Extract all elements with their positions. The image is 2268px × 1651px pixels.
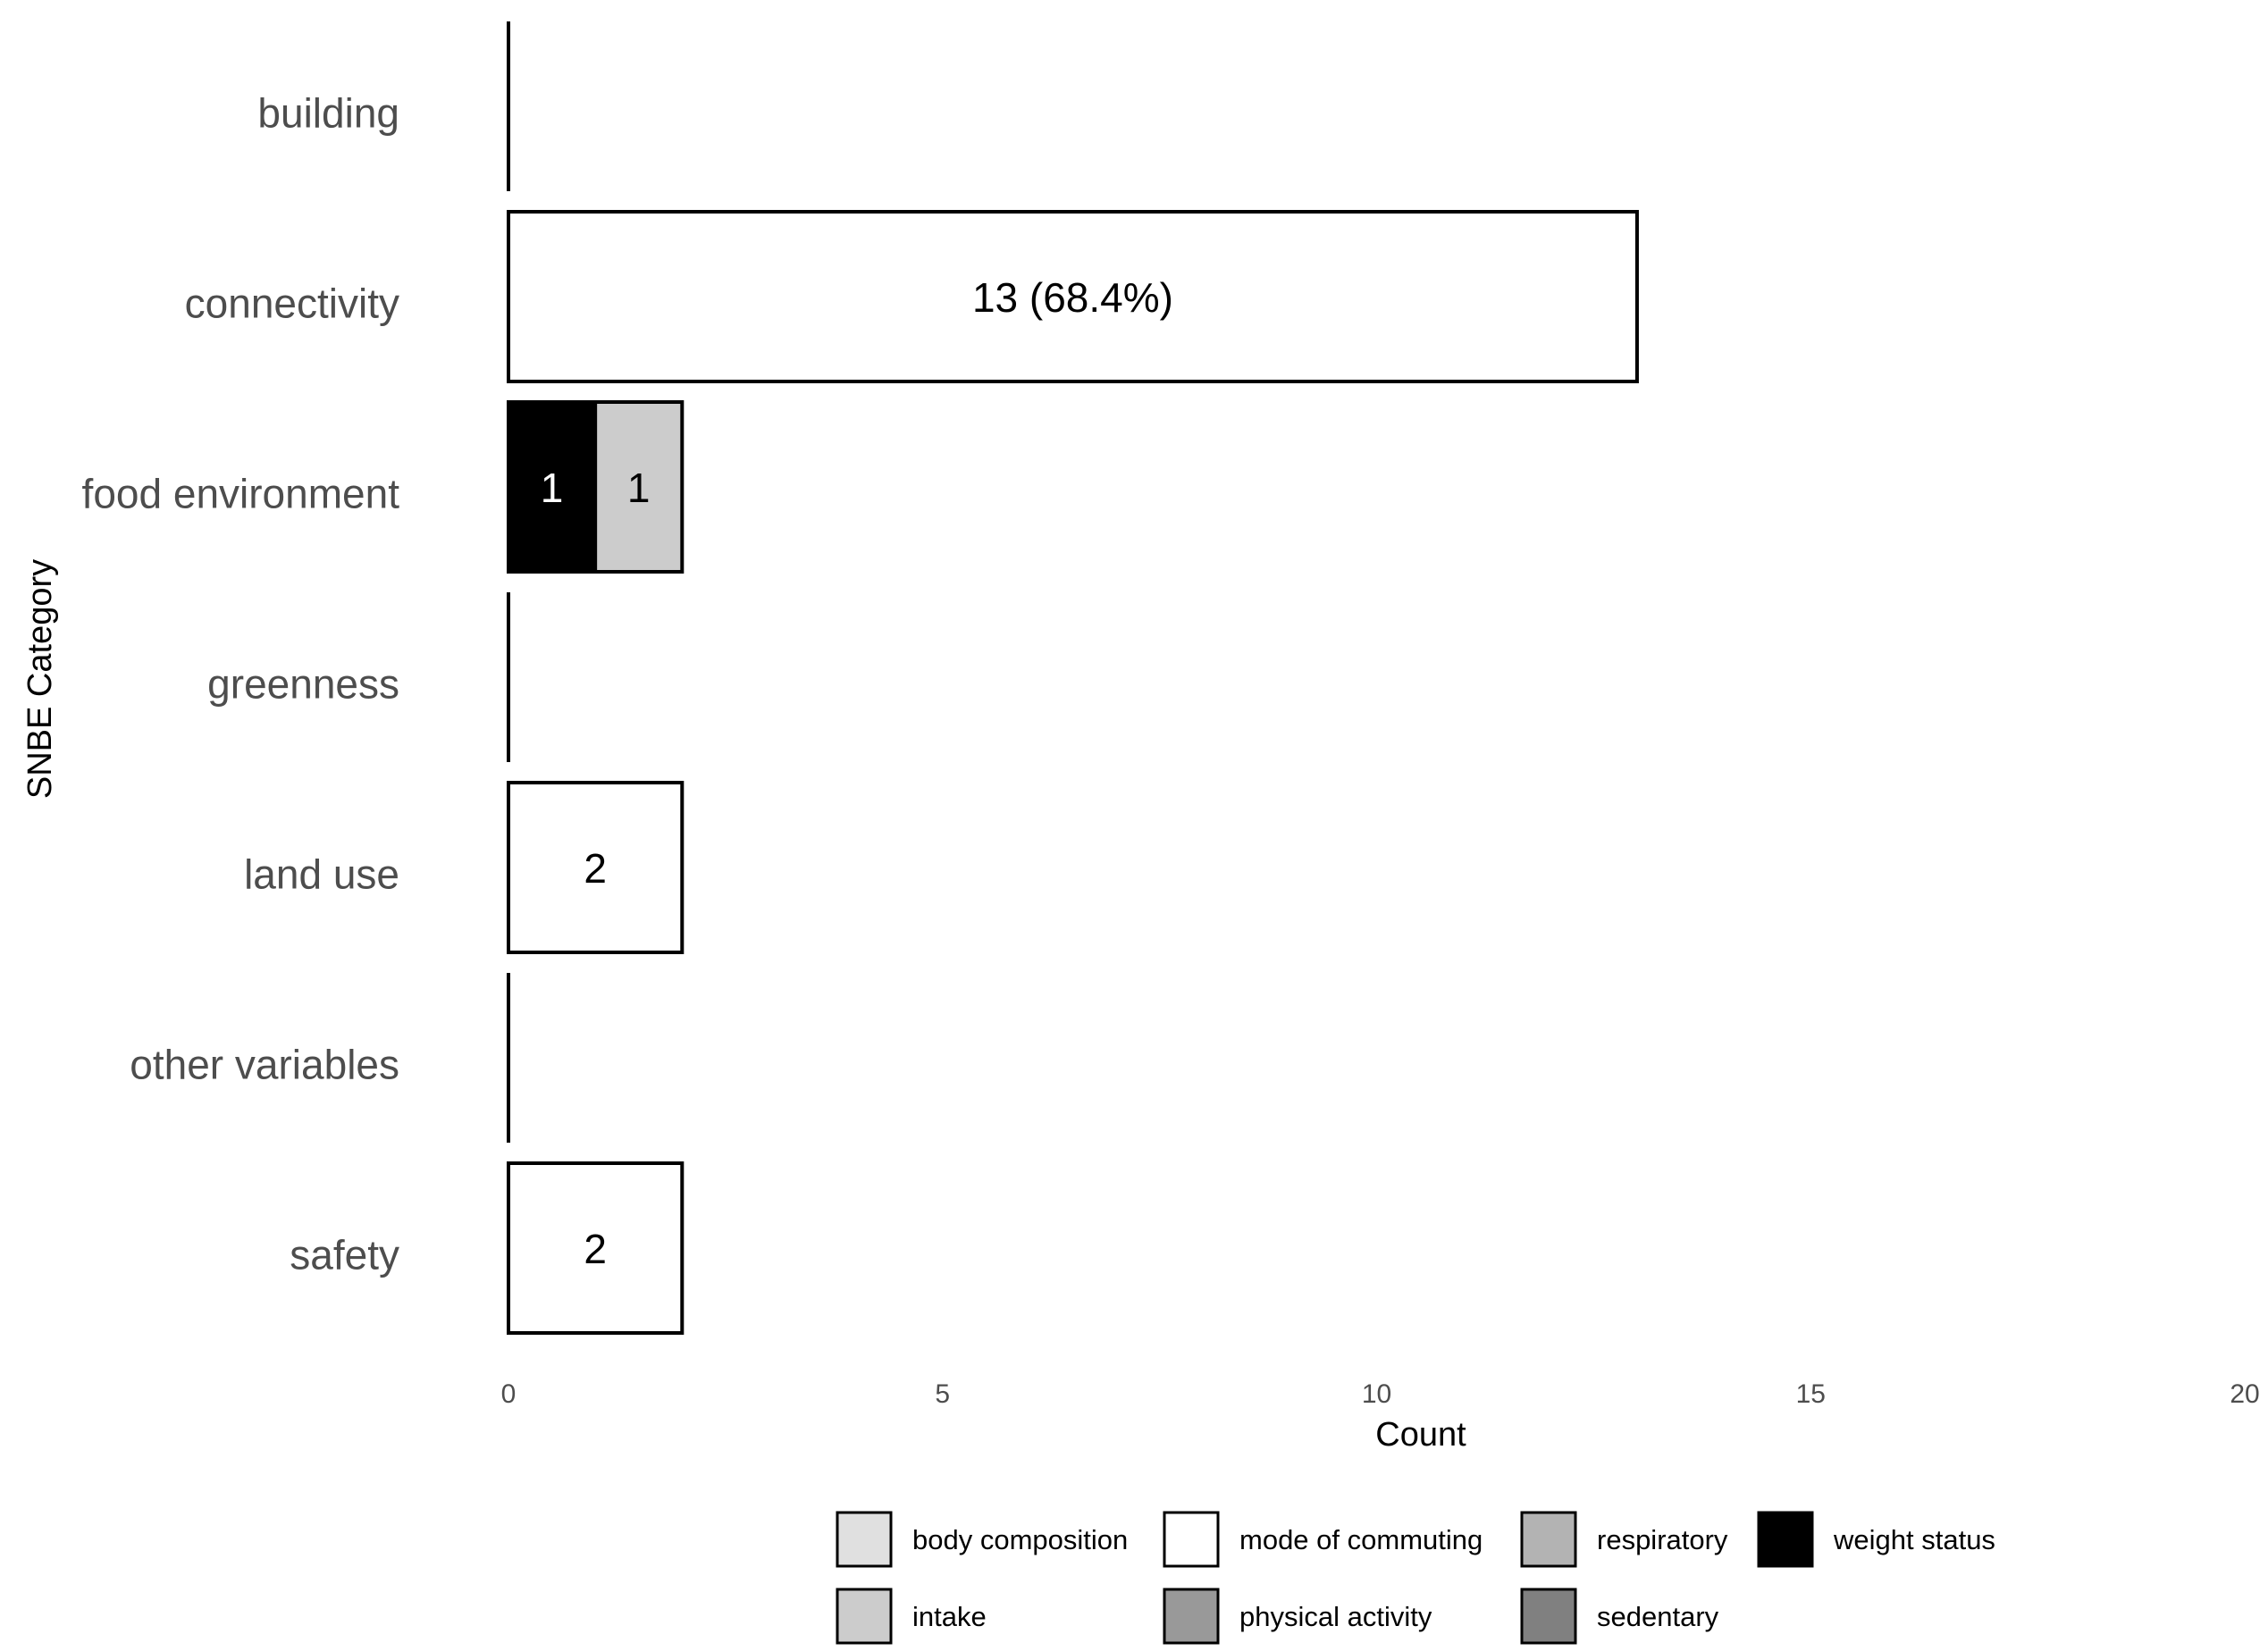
legend-label-physical-activity: physical activity: [1239, 1601, 1432, 1632]
bar-labels-layer: 13 (68.4%) 1 1 2 2: [541, 274, 1173, 1272]
x-tick-label-15: 15: [1796, 1379, 1826, 1409]
bars-layer: [507, 21, 1639, 1335]
legend-label-intake: intake: [912, 1601, 987, 1632]
bar-label-connectivity-mode-of-commuting: 13 (68.4%): [972, 274, 1173, 321]
bar-label-land-use-mode-of-commuting: 2: [584, 845, 607, 892]
x-tick-label-5: 5: [935, 1379, 950, 1409]
x-axis-tick-labels: 0 5 10 15 20: [501, 1379, 2260, 1409]
legend: body composition mode of commuting respira…: [836, 1511, 1995, 1645]
legend-key-body-composition: [836, 1511, 893, 1568]
y-tick-label-greenness: greenness: [207, 661, 399, 708]
x-tick-label-0: 0: [501, 1379, 517, 1409]
legend-key-mode-of-commuting: [1163, 1511, 1220, 1568]
y-tick-label-safety: safety: [290, 1232, 399, 1278]
legend-key-physical-activity: [1163, 1588, 1220, 1645]
bar-land-use-mode-of-commuting: [507, 781, 685, 954]
y-tick-label-other-variables: other variables: [130, 1042, 399, 1088]
bar-food-environment-weight-status: [507, 400, 598, 574]
bar-food-environment-intake: [593, 400, 685, 574]
legend-label-mode-of-commuting: mode of commuting: [1239, 1524, 1483, 1555]
y-tick-label-food-environment: food environment: [82, 471, 400, 517]
legend-label-weight-status: weight status: [1833, 1524, 1995, 1555]
bar-label-food-environment-intake: 1: [627, 465, 651, 511]
legend-label-respiratory: respiratory: [1597, 1524, 1728, 1555]
y-axis-tick-labels: building connectivity food environment gree…: [82, 90, 400, 1278]
y-tick-label-building: building: [257, 90, 399, 137]
legend-key-sedentary: [1520, 1588, 1577, 1645]
legend-key-respiratory: [1520, 1511, 1577, 1568]
legend-key-weight-status: [1757, 1511, 1814, 1568]
legend-label-sedentary: sedentary: [1597, 1601, 1719, 1632]
y-axis-title: SNBE Category: [21, 559, 59, 799]
legend-label-body-composition: body composition: [912, 1524, 1128, 1555]
bar-label-safety-mode-of-commuting: 2: [584, 1226, 607, 1272]
x-tick-label-20: 20: [2230, 1379, 2259, 1409]
legend-key-intake: [836, 1588, 893, 1645]
y-tick-label-connectivity: connectivity: [185, 281, 399, 327]
bar-safety-mode-of-commuting: [507, 1161, 685, 1335]
bar-label-food-environment-weight-status: 1: [541, 465, 564, 511]
y-tick-label-land-use: land use: [244, 851, 399, 898]
x-axis-title: Count: [1375, 1416, 1466, 1454]
x-tick-label-10: 10: [1362, 1379, 1391, 1409]
bar-connectivity-mode-of-commuting: [507, 210, 1639, 383]
